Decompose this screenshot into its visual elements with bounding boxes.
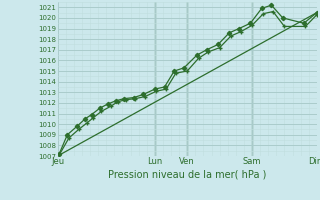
X-axis label: Pression niveau de la mer( hPa ): Pression niveau de la mer( hPa ): [108, 169, 266, 179]
